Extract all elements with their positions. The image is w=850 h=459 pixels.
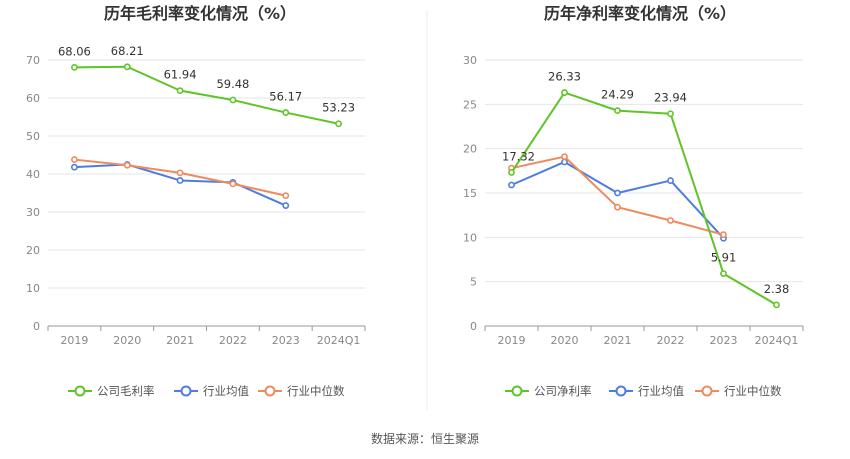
legend-item: 公司毛利率 <box>68 384 155 398</box>
data-point <box>123 63 131 71</box>
data-label: 68.06 <box>58 44 91 58</box>
legend-marker <box>511 385 523 397</box>
legend-marker <box>180 385 192 397</box>
data-label: 59.48 <box>216 77 249 91</box>
data-point <box>614 189 621 197</box>
data-point <box>667 217 674 224</box>
data-label: 23.94 <box>654 91 687 105</box>
data-point <box>667 177 674 184</box>
x-tick-label: 2022 <box>219 334 247 347</box>
legend-label: 行业均值 <box>638 384 684 398</box>
data-point <box>508 169 515 176</box>
y-tick-label: 10 <box>463 231 477 244</box>
data-point <box>667 110 674 118</box>
series-industry_avg <box>508 158 727 242</box>
data-label: 26.33 <box>548 70 581 84</box>
data-point <box>508 181 515 189</box>
y-tick-label: 10 <box>26 282 40 295</box>
y-tick-label: 40 <box>26 168 40 181</box>
legend-item: 行业中位数 <box>258 384 345 398</box>
data-label: 2.38 <box>764 282 790 296</box>
data-label: 17.32 <box>502 149 535 163</box>
y-tick-label: 0 <box>33 320 40 333</box>
legend-item: 公司净利率 <box>505 384 592 398</box>
data-point <box>282 109 290 116</box>
data-label: 5.91 <box>711 251 737 265</box>
x-tick-label: 2020 <box>551 334 579 347</box>
legend-item: 行业均值 <box>609 384 684 398</box>
x-tick-label: 2022 <box>657 334 685 347</box>
data-label: 24.29 <box>601 88 634 102</box>
legend-label: 公司毛利率 <box>97 384 155 398</box>
x-tick-label: 2021 <box>604 334 632 347</box>
legend-label: 行业中位数 <box>724 384 782 398</box>
x-tick-label: 2021 <box>166 334 194 347</box>
y-tick-label: 30 <box>26 206 40 219</box>
data-point <box>561 158 568 166</box>
series-company: 68.06 68.21 61.94 59.48 56.17 53.23 <box>58 44 355 128</box>
y-tick-label: 20 <box>26 244 40 257</box>
series-industry_avg <box>71 161 290 209</box>
data-point <box>176 177 184 184</box>
y-tick-label: 50 <box>26 130 40 143</box>
series-line <box>74 65 339 125</box>
data-point <box>614 203 621 211</box>
data-point <box>176 87 184 95</box>
data-point <box>229 96 237 104</box>
legend-item: 行业均值 <box>174 384 249 398</box>
y-tick-label: 15 <box>463 187 477 200</box>
legend-marker <box>615 385 627 397</box>
y-tick-label: 20 <box>463 143 477 156</box>
x-tick-label: 2019 <box>60 334 88 347</box>
x-tick-label: 2024Q1 <box>317 334 361 347</box>
data-point <box>282 192 290 200</box>
y-tick-label: 25 <box>463 98 477 111</box>
data-point <box>773 301 780 309</box>
legend-label: 行业中位数 <box>287 384 345 398</box>
y-tick-label: 5 <box>470 276 477 289</box>
chart-title: 历年净利率变化情况（%） <box>544 4 736 23</box>
data-point <box>614 107 621 115</box>
data-point <box>71 156 78 163</box>
data-label: 61.94 <box>164 68 197 82</box>
series-line <box>510 91 778 306</box>
legend-label: 行业均值 <box>203 384 249 398</box>
data-point <box>720 231 727 239</box>
x-tick-label: 2020 <box>113 334 141 347</box>
chart-panel-1: 历年毛利率变化情况（%） 0 10 20 30 40 50 60 70 2019 2020 2021 2… <box>26 4 366 398</box>
data-point <box>229 180 237 188</box>
legend-item: 行业中位数 <box>695 384 782 398</box>
data-point <box>561 153 568 161</box>
data-point <box>176 169 184 177</box>
data-source-label: 数据来源：恒生聚源 <box>371 431 479 446</box>
data-point <box>71 163 78 171</box>
series-company: 17.32 26.33 24.29 23.94 5.91 2.38 <box>502 70 790 309</box>
y-tick-label: 70 <box>26 54 40 67</box>
legend-marker <box>74 385 86 397</box>
data-point <box>282 202 290 209</box>
x-tick-label: 2019 <box>498 334 526 347</box>
data-label: 56.17 <box>269 90 302 104</box>
data-point <box>71 63 78 71</box>
data-point <box>561 89 568 96</box>
series-industry_median <box>71 156 290 200</box>
legend-marker <box>264 385 276 397</box>
chart-panel-2: 历年净利率变化情况（%） 0 5 10 15 20 25 30 2019 2020 2021 2022… <box>463 4 804 398</box>
x-tick-label: 2023 <box>272 334 300 347</box>
y-tick-label: 0 <box>470 320 477 333</box>
data-point <box>335 120 342 128</box>
legend-marker <box>701 385 713 397</box>
data-label: 68.21 <box>111 44 144 58</box>
x-tick-label: 2023 <box>710 334 738 347</box>
y-tick-label: 30 <box>463 54 477 67</box>
data-point <box>720 270 727 277</box>
chart-title: 历年毛利率变化情况（%） <box>104 4 296 23</box>
x-tick-label: 2024Q1 <box>755 334 799 347</box>
legend-label: 公司净利率 <box>534 384 592 398</box>
data-point <box>123 161 131 169</box>
data-label: 53.23 <box>322 101 355 115</box>
y-tick-label: 60 <box>26 92 40 105</box>
